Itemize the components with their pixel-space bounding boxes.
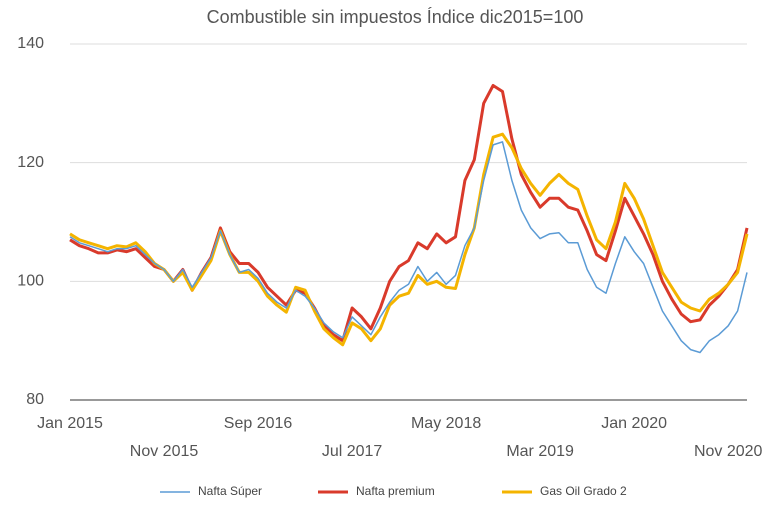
legend-label: Gas Oil Grado 2 — [540, 484, 627, 498]
data-line — [69, 84, 749, 343]
legend-label: Nafta Súper — [198, 484, 262, 498]
x-tick-label: Jan 2015 — [37, 415, 103, 432]
x-tick-label: Nov 2020 — [694, 443, 763, 460]
x-tick-label: Sep 2016 — [224, 415, 293, 432]
data-line — [69, 132, 749, 347]
y-tick-label: 120 — [17, 154, 44, 171]
y-tick-label: 140 — [17, 35, 44, 52]
x-tick-label: Nov 2015 — [130, 443, 199, 460]
chart-title: Combustible sin impuestos Índice dic2015… — [207, 7, 584, 27]
x-tick-label: Mar 2019 — [506, 443, 574, 460]
x-tick-label: May 2018 — [411, 415, 481, 432]
y-tick-label: 100 — [17, 273, 44, 290]
data-line — [69, 141, 748, 354]
x-tick-label: Jul 2017 — [322, 443, 383, 460]
legend-label: Nafta premium — [356, 484, 435, 498]
x-tick-label: Jan 2020 — [601, 415, 667, 432]
y-tick-label: 80 — [26, 391, 44, 408]
